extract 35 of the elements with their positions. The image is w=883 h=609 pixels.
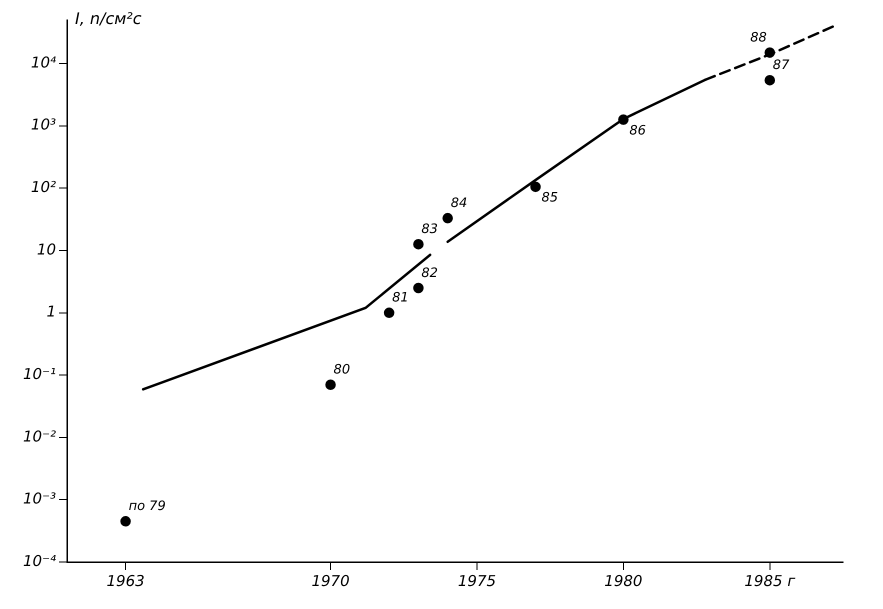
annotation: 85: [542, 190, 558, 206]
annotation: 80: [334, 362, 350, 378]
annotation: 81: [392, 290, 409, 306]
point: [325, 379, 336, 390]
point: [618, 114, 629, 125]
point: [764, 47, 776, 58]
y-tick-label: 1: [46, 302, 56, 321]
point: [120, 516, 131, 527]
x-tick-label: 1985 г: [744, 572, 796, 590]
y-tick-label: 10⁻³: [22, 490, 56, 508]
annotation: 84: [450, 196, 468, 212]
point: [384, 308, 394, 318]
y-tick-label: 10³: [30, 116, 56, 134]
y-tick-label: 10⁻⁴: [22, 552, 56, 570]
annotation: 87: [772, 58, 790, 74]
y-tick-label: 10⁻¹: [22, 364, 56, 383]
x-tick-label: 1975: [458, 572, 496, 590]
x-tick-label: 1970: [311, 572, 350, 590]
point: [530, 182, 541, 192]
point: [442, 212, 453, 224]
point: [764, 74, 776, 86]
annotation: 86: [629, 123, 646, 138]
point: [413, 238, 424, 250]
annotation: 88: [750, 30, 767, 46]
x-tick-label: 1980: [604, 572, 642, 590]
y-axis-title: I, n/см²с: [75, 9, 142, 28]
y-tick-label: 10: [36, 240, 56, 258]
annotation: 83: [421, 222, 438, 238]
y-tick-label: 10²: [30, 178, 56, 196]
y-tick-label: 10⁻²: [22, 427, 56, 446]
y-tick-label: 10⁴: [30, 53, 56, 72]
annotation: по 79: [128, 499, 166, 514]
annotation: 82: [421, 266, 438, 281]
point: [413, 282, 424, 294]
x-tick-label: 1963: [106, 572, 145, 590]
